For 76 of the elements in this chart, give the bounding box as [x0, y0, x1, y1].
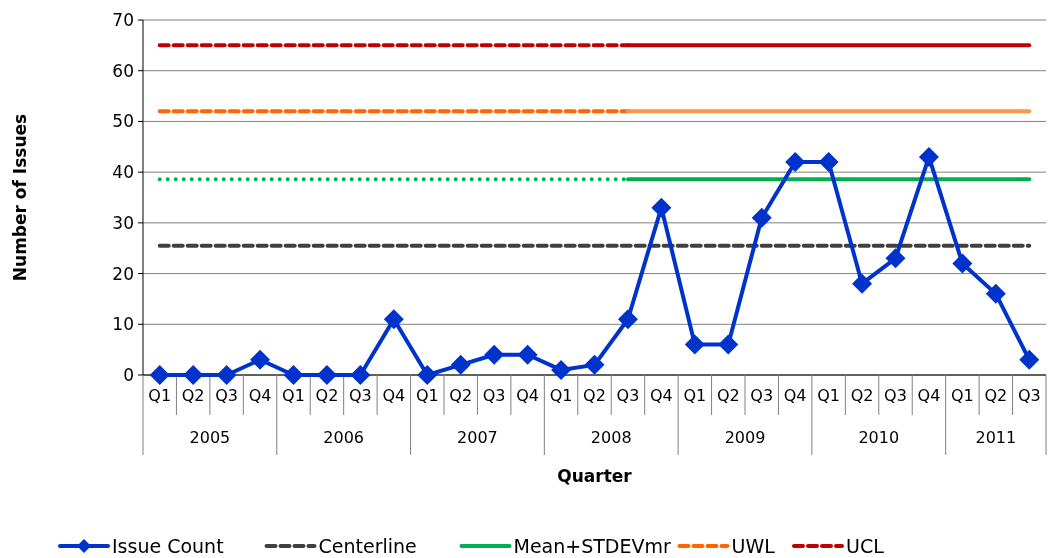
x-tick-label: Q3 [616, 385, 640, 405]
x-tick-label: Q4 [917, 385, 941, 405]
y-tick-label: 70 [112, 9, 134, 30]
x-tick-label: Q3 [750, 385, 774, 405]
text: 2007 [457, 427, 498, 447]
x-tick-label: Q3 [215, 385, 238, 405]
x-tick-label: Q4 [382, 385, 406, 405]
legend-label: UWL [731, 534, 776, 557]
x-tick-label: Q1 [549, 385, 573, 405]
legend-label: Centerline [318, 534, 417, 557]
point [751, 207, 772, 228]
x-tick-label: Q2 [583, 385, 606, 405]
point [785, 152, 806, 172]
point [149, 365, 170, 385]
y-axis-title: Number of Issues [9, 113, 30, 282]
x-tick-label: Q3 [884, 385, 907, 405]
x-tick-label: Q4 [248, 385, 272, 405]
point [1019, 349, 1040, 370]
y-tick-label: 50 [112, 111, 134, 132]
y-tick-label: 40 [112, 162, 134, 183]
x-axis-title: Quarter [557, 465, 633, 486]
x-tick-label: Q2 [850, 385, 874, 405]
point [584, 354, 605, 375]
point [918, 146, 939, 167]
point [617, 309, 638, 330]
y-tick-label: 0 [123, 364, 134, 385]
legend-label: UCL [846, 534, 885, 557]
y-tick-label: 30 [112, 212, 134, 233]
x-tick-label: Q1 [282, 385, 305, 405]
y-tick-label: 60 [112, 60, 134, 81]
x-tick-label: Q1 [148, 385, 172, 405]
point [551, 359, 572, 380]
x-tick-label: Q4 [783, 385, 807, 405]
point [651, 197, 672, 218]
y-tick-label: 10 [112, 314, 134, 335]
x-tick-label: Q4 [516, 385, 539, 405]
point [383, 309, 404, 330]
x-tick-label: Q1 [817, 385, 840, 405]
x-tick-label: Q1 [951, 385, 974, 405]
point [952, 253, 973, 274]
x-tick-label: Q2 [315, 385, 339, 405]
x-tick-label: Q1 [415, 385, 439, 405]
x-tick-label: Q1 [683, 385, 707, 405]
point [818, 152, 839, 172]
point [985, 283, 1006, 304]
x-tick-label: Q2 [181, 385, 205, 405]
text: 2010 [858, 427, 900, 447]
point [350, 365, 371, 385]
legend-label: Issue Count [112, 534, 224, 557]
point [216, 365, 237, 385]
point [852, 273, 873, 294]
text: 2008 [590, 427, 632, 447]
text: 2006 [323, 427, 365, 447]
x-tick-label: Q2 [449, 385, 473, 405]
legend-label: Mean+STDEVmr [513, 534, 671, 557]
x-tick-label: Q3 [1017, 385, 1041, 405]
point [417, 365, 438, 385]
text: 2009 [724, 427, 766, 447]
point [718, 334, 739, 355]
text: 2011 [975, 427, 1017, 447]
x-tick-label: Q3 [482, 385, 506, 405]
point [250, 349, 271, 370]
point [183, 365, 204, 385]
x-tick-label: Q2 [716, 385, 740, 405]
x-tick-label: Q4 [650, 385, 673, 405]
point [517, 344, 538, 365]
x-tick-label: Q2 [984, 385, 1008, 405]
point [484, 344, 505, 365]
point [283, 365, 304, 385]
x-tick-label: Q3 [349, 385, 372, 405]
y-tick-label: 20 [112, 263, 134, 284]
text: 2005 [189, 427, 231, 447]
point [316, 365, 337, 385]
point [885, 248, 906, 269]
point [450, 354, 471, 375]
point [684, 334, 705, 355]
